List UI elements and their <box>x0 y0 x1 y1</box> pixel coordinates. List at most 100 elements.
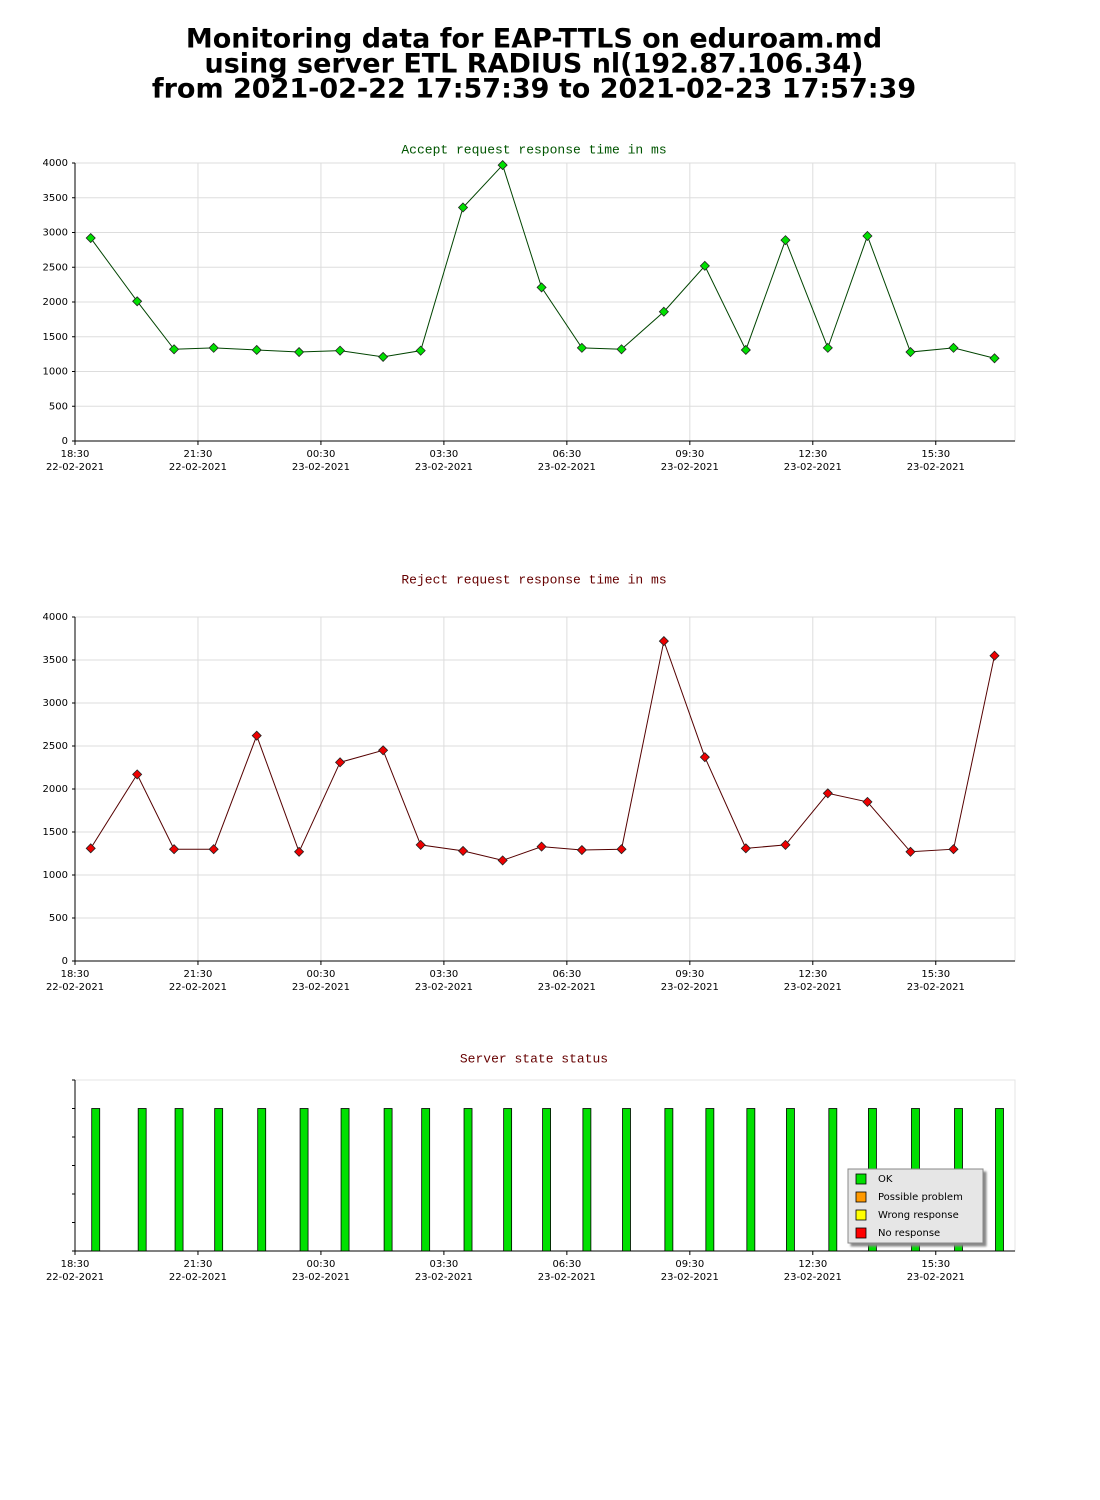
legend-swatch <box>855 1191 867 1203</box>
x-tick-date: 23-02-2021 <box>907 1272 965 1283</box>
status-bar <box>664 1108 674 1252</box>
data-marker <box>251 344 262 356</box>
data-line <box>90 164 995 359</box>
x-tick-label: 15:30 <box>921 449 950 460</box>
status-bar <box>174 1108 184 1252</box>
data-marker <box>948 342 959 353</box>
x-tick-label: 21:30 <box>184 449 213 460</box>
status-bar <box>582 1108 592 1252</box>
data-marker <box>536 282 547 293</box>
page-title: Monitoring data for EAP-TTLS on eduroam.… <box>186 24 882 55</box>
data-marker <box>378 351 389 362</box>
data-marker <box>699 752 710 763</box>
data-marker <box>536 841 547 852</box>
data-marker <box>497 160 508 171</box>
y-tick-label: 500 <box>49 913 68 924</box>
status-bar <box>463 1108 473 1252</box>
x-tick-date: 23-02-2021 <box>538 982 596 993</box>
data-marker <box>415 345 426 356</box>
data-marker <box>822 788 833 799</box>
data-marker <box>378 745 389 756</box>
y-tick-label: 3500 <box>43 193 68 204</box>
data-marker <box>208 844 219 855</box>
legend-label: No response <box>878 1228 940 1239</box>
y-tick-label: 500 <box>49 401 68 412</box>
x-tick-label: 09:30 <box>675 1259 704 1270</box>
status-bar <box>91 1108 101 1252</box>
x-tick-date: 22-02-2021 <box>46 462 104 473</box>
x-tick-date: 22-02-2021 <box>46 982 104 993</box>
x-tick-date: 22-02-2021 <box>169 462 227 473</box>
x-tick-date: 23-02-2021 <box>292 462 350 473</box>
status-bar <box>542 1108 551 1252</box>
data-marker <box>334 757 346 768</box>
legend-swatch <box>855 1209 867 1221</box>
y-tick-label: 0 <box>62 956 68 967</box>
data-marker <box>862 796 873 807</box>
x-tick-label: 03:30 <box>429 449 458 460</box>
y-tick-label: 1000 <box>43 367 68 378</box>
y-tick-label: 0 <box>62 436 68 447</box>
y-tick-label: 3000 <box>43 228 68 239</box>
data-marker <box>905 346 916 358</box>
page-title: using server ETL RADIUS nl(192.87.106.34… <box>205 49 864 80</box>
y-tick-label: 3000 <box>43 698 68 709</box>
x-tick-label: 15:30 <box>921 969 950 980</box>
data-marker <box>948 844 959 855</box>
data-marker <box>616 344 627 355</box>
data-marker <box>905 846 916 857</box>
status-bar <box>257 1108 267 1252</box>
x-tick-label: 12:30 <box>798 1259 827 1270</box>
x-tick-date: 23-02-2021 <box>784 982 842 993</box>
data-marker <box>415 839 426 850</box>
x-tick-label: 00:30 <box>307 969 336 980</box>
x-tick-label: 12:30 <box>798 449 827 460</box>
x-tick-label: 03:30 <box>429 1259 458 1270</box>
x-tick-date: 22-02-2021 <box>169 982 227 993</box>
data-marker <box>457 845 469 856</box>
x-tick-date: 22-02-2021 <box>169 1272 227 1283</box>
x-tick-label: 21:30 <box>184 1259 213 1270</box>
status-bar <box>383 1108 393 1252</box>
data-marker <box>294 346 305 358</box>
data-marker <box>132 296 143 307</box>
data-marker <box>780 235 791 246</box>
x-tick-date: 23-02-2021 <box>415 982 473 993</box>
data-marker <box>658 306 669 317</box>
x-tick-date: 23-02-2021 <box>661 1272 719 1283</box>
x-tick-label: 18:30 <box>61 969 90 980</box>
x-tick-date: 23-02-2021 <box>784 1272 842 1283</box>
data-marker <box>85 843 96 854</box>
data-marker <box>616 844 627 855</box>
status-bar <box>746 1108 756 1252</box>
y-tick-label: 3500 <box>43 655 68 666</box>
y-tick-label: 1500 <box>43 827 68 838</box>
x-tick-label: 06:30 <box>552 449 581 460</box>
status-bar <box>828 1108 838 1252</box>
data-marker <box>334 345 346 356</box>
status-bar <box>340 1108 350 1252</box>
data-marker <box>699 260 710 271</box>
x-tick-date: 23-02-2021 <box>292 1272 350 1283</box>
chart-title: Reject request response time in ms <box>401 572 666 587</box>
data-marker <box>576 342 587 353</box>
data-marker <box>168 344 180 355</box>
x-tick-label: 06:30 <box>552 969 581 980</box>
status-bar <box>995 1108 1004 1252</box>
y-tick-label: 1000 <box>43 870 68 881</box>
data-marker <box>989 650 1000 661</box>
status-bar <box>137 1108 147 1252</box>
status-bar <box>786 1108 795 1252</box>
x-tick-date: 23-02-2021 <box>907 462 965 473</box>
x-tick-label: 03:30 <box>429 969 458 980</box>
y-tick-label: 4000 <box>43 612 68 623</box>
y-tick-label: 2500 <box>43 262 68 273</box>
x-tick-label: 15:30 <box>921 1259 950 1270</box>
data-marker <box>132 769 143 780</box>
x-tick-label: 00:30 <box>307 449 336 460</box>
x-tick-date: 23-02-2021 <box>415 1272 473 1283</box>
x-tick-date: 23-02-2021 <box>538 1272 596 1283</box>
data-marker <box>576 844 587 856</box>
x-tick-label: 06:30 <box>552 1259 581 1270</box>
